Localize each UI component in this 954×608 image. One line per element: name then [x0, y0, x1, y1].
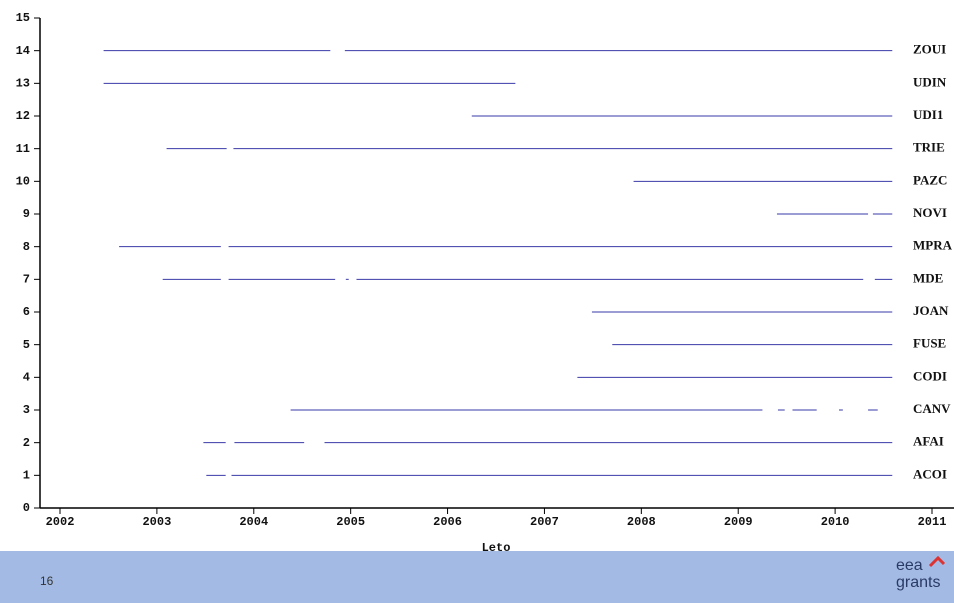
station-label: TRIE: [913, 140, 945, 155]
x-tick-label: 2003: [142, 515, 171, 529]
x-tick-label: 2011: [918, 515, 947, 529]
footer-bar: [0, 551, 954, 603]
y-tick-label: 13: [16, 77, 30, 91]
y-tick-label: 10: [16, 175, 30, 189]
station-label: CANV: [913, 401, 951, 416]
x-tick-label: 2005: [336, 515, 365, 529]
station-label: ACOI: [913, 466, 947, 481]
y-tick-label: 12: [16, 109, 30, 123]
x-tick-label: 2009: [724, 515, 753, 529]
y-tick-label: 8: [23, 240, 30, 254]
y-tick-label: 4: [23, 371, 30, 385]
x-tick-label: 2010: [821, 515, 850, 529]
y-tick-label: 15: [16, 11, 30, 25]
y-tick-label: 5: [23, 338, 30, 352]
station-label: ZOUI: [913, 42, 946, 57]
station-label: CODI: [913, 368, 947, 383]
y-tick-label: 7: [23, 273, 30, 287]
y-tick-label: 6: [23, 305, 30, 319]
page-number: 16: [40, 574, 54, 588]
station-label: FUSE: [913, 336, 946, 351]
station-label: PAZC: [913, 172, 947, 187]
station-label: UDIN: [913, 74, 947, 89]
x-tick-label: 2004: [239, 515, 268, 529]
y-tick-label: 1: [23, 469, 30, 483]
logo-mark: [928, 555, 946, 568]
station-label: UDI1: [913, 107, 943, 122]
y-tick-label: 3: [23, 403, 30, 417]
y-tick-label: 0: [23, 501, 30, 515]
y-tick-label: 9: [23, 207, 30, 221]
y-tick-label: 11: [16, 142, 30, 156]
x-tick-label: 2007: [530, 515, 559, 529]
station-label: AFAI: [913, 434, 944, 449]
station-label: MPRA: [913, 238, 953, 253]
station-label: NOVI: [913, 205, 947, 220]
y-tick-label: 14: [16, 44, 30, 58]
y-tick-label: 2: [23, 436, 30, 450]
station-label: JOAN: [913, 303, 949, 318]
logo-text: eea: [896, 557, 923, 574]
logo-text: grants: [896, 574, 940, 591]
x-tick-label: 2002: [46, 515, 75, 529]
x-tick-label: 2006: [433, 515, 462, 529]
station-label: MDE: [913, 270, 943, 285]
x-tick-label: 2008: [627, 515, 656, 529]
x-axis-label: Leto: [482, 541, 511, 555]
